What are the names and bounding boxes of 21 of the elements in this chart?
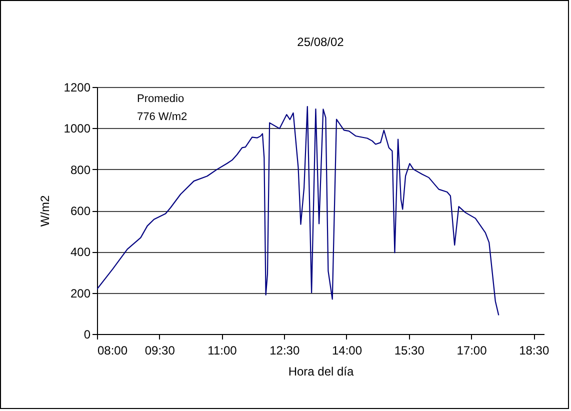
x-tick-label: 17:00 <box>456 344 488 358</box>
annotation: Promedio <box>137 93 184 105</box>
annotation: 776 W/m2 <box>137 111 188 123</box>
x-tick-label: 09:30 <box>144 344 176 358</box>
y-tick-label: 200 <box>70 286 91 300</box>
x-tick-label: 18:30 <box>519 344 550 358</box>
chart-title: 25/08/02 <box>297 35 344 49</box>
y-tick-label: 600 <box>70 204 91 218</box>
y-axis-title: W/m2 <box>38 195 52 227</box>
y-tick-label: 400 <box>70 245 91 260</box>
y-tick-label: 1200 <box>64 80 91 94</box>
x-tick-label: 08:00 <box>98 344 128 358</box>
x-tick-label: 12:30 <box>270 344 300 358</box>
x-tick-label: 15:30 <box>394 344 425 358</box>
x-axis-title: Hora del día <box>288 364 354 378</box>
y-tick-label: 0 <box>84 328 91 342</box>
y-tick-label: 1000 <box>64 122 91 136</box>
x-tick-label: 14:00 <box>332 344 362 358</box>
line-series <box>97 106 500 316</box>
x-tick-label: 11:00 <box>208 344 238 358</box>
y-tick-label: 800 <box>70 162 91 177</box>
